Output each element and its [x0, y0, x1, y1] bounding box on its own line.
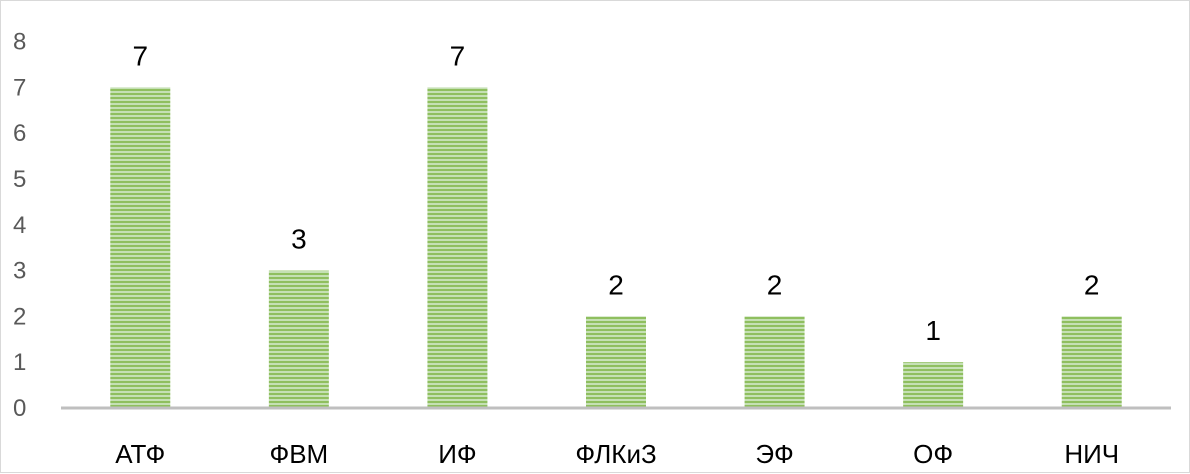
category-label: ИФ — [438, 439, 476, 469]
category-label: ОФ — [913, 439, 953, 469]
y-tick-label: 3 — [13, 258, 26, 285]
bar — [110, 87, 171, 409]
bar — [903, 362, 964, 408]
data-label: 2 — [608, 269, 624, 300]
category-label: ЭФ — [755, 439, 793, 469]
category-label: АТФ — [115, 439, 165, 469]
y-tick-label: 4 — [13, 212, 26, 239]
x-axis-category-labels: АТФ ФВМ ИФ ФЛКиЗ ЭФ ОФ НИЧ — [115, 439, 1119, 469]
bar — [268, 270, 329, 408]
category-label: НИЧ — [1064, 439, 1119, 469]
data-label: 2 — [767, 269, 783, 300]
data-label: 3 — [291, 224, 307, 255]
bar — [427, 87, 488, 409]
bar — [1061, 316, 1122, 408]
data-label: 1 — [925, 315, 941, 346]
y-tick-label: 5 — [13, 166, 26, 193]
category-label: ФВМ — [269, 439, 328, 469]
y-tick-label: 7 — [13, 74, 26, 101]
bar — [586, 316, 646, 408]
category-label: ФЛКиЗ — [575, 439, 656, 469]
data-labels: 7 3 7 2 2 1 2 — [132, 40, 1099, 346]
bars — [110, 87, 1122, 409]
y-axis-tick-labels: 0 1 2 3 4 5 6 7 8 — [13, 29, 26, 422]
data-label: 2 — [1084, 269, 1100, 300]
bar — [744, 316, 805, 408]
data-label: 7 — [450, 40, 466, 71]
y-tick-label: 8 — [13, 29, 26, 56]
y-tick-label: 6 — [13, 120, 26, 147]
y-tick-label: 2 — [13, 303, 26, 330]
y-tick-label: 0 — [13, 395, 26, 422]
y-tick-label: 1 — [13, 349, 26, 376]
data-label: 7 — [132, 40, 148, 71]
